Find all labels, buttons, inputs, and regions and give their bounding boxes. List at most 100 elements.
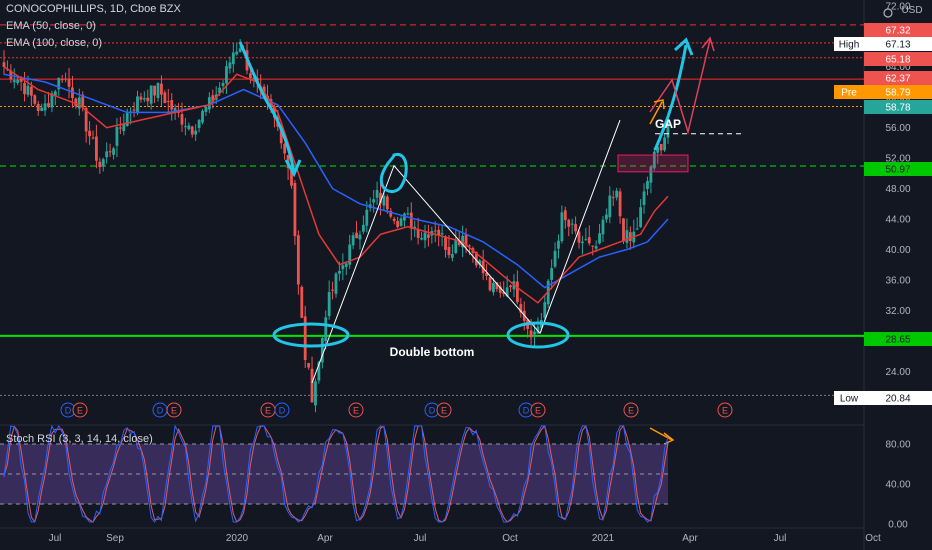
candle-body[interactable] [57, 77, 61, 90]
candle-body[interactable] [351, 235, 355, 246]
candle-body[interactable] [293, 183, 297, 237]
candle-body[interactable] [365, 209, 369, 226]
candle-body[interactable] [290, 167, 293, 186]
candle-body[interactable] [331, 289, 334, 291]
price-tag[interactable]: 58.79 Pre [834, 85, 932, 99]
candle-body[interactable] [36, 103, 40, 111]
candle-body[interactable] [495, 282, 499, 290]
candle-body[interactable] [447, 246, 451, 256]
candle-body[interactable] [409, 212, 413, 229]
candle-body[interactable] [139, 96, 143, 100]
candle-body[interactable] [663, 137, 666, 151]
earnings-event-icon[interactable]: E [436, 402, 452, 418]
candle-body[interactable] [115, 127, 119, 146]
candle-body[interactable] [88, 130, 91, 137]
candle-body[interactable] [601, 219, 605, 235]
candle-body[interactable] [204, 106, 208, 112]
candle-body[interactable] [235, 51, 239, 55]
stoch-k-line[interactable] [3, 424, 669, 523]
legend-ema100[interactable]: EMA (100, close, 0) [6, 37, 102, 49]
candle-body[interactable] [47, 103, 50, 107]
candle-body[interactable] [454, 239, 458, 254]
candle-body[interactable] [423, 232, 427, 241]
candle-body[interactable] [577, 231, 581, 243]
candle-body[interactable] [437, 229, 441, 236]
candle-body[interactable] [33, 95, 37, 104]
candle-body[interactable] [91, 137, 95, 139]
candle-body[interactable] [238, 48, 242, 52]
candle-body[interactable] [338, 270, 341, 274]
price-tag[interactable]: 67.13 High [834, 37, 932, 51]
candle-body[interactable] [639, 207, 643, 228]
candle-body[interactable] [40, 107, 44, 111]
candle-body[interactable] [84, 108, 88, 132]
candle-body[interactable] [269, 99, 273, 109]
candle-body[interactable] [379, 192, 382, 204]
candle-body[interactable] [341, 265, 345, 270]
orange-up-arrow[interactable] [649, 101, 663, 125]
double-bottom-trendlines[interactable] [311, 119, 621, 383]
candle-body[interactable] [211, 95, 215, 103]
candle-body[interactable] [136, 96, 139, 114]
candle-body[interactable] [478, 260, 482, 265]
candle-body[interactable] [95, 136, 98, 161]
candle-body[interactable] [444, 236, 447, 250]
candle-body[interactable] [53, 91, 57, 97]
candle-body[interactable] [389, 210, 393, 217]
candle-body[interactable] [355, 232, 358, 239]
downtrend-arrow[interactable] [238, 41, 296, 173]
candle-body[interactable] [184, 126, 187, 128]
candle-body[interactable] [29, 86, 33, 96]
candle-body[interactable] [225, 66, 228, 84]
candle-body[interactable] [581, 241, 584, 244]
candle-body[interactable] [303, 316, 307, 361]
orange-down-arrow[interactable] [649, 427, 673, 441]
candle-body[interactable] [474, 251, 478, 266]
candle-body[interactable] [50, 93, 54, 108]
candle-body[interactable] [146, 97, 150, 102]
candle-body[interactable] [307, 363, 311, 368]
candle-body[interactable] [163, 92, 167, 104]
candle-body[interactable] [420, 237, 423, 240]
candle-body[interactable] [502, 291, 506, 295]
earnings-event-icon[interactable]: E [348, 402, 364, 418]
candle-body[interactable] [598, 233, 601, 244]
candle-body[interactable] [403, 213, 406, 221]
candle-body[interactable] [221, 82, 225, 87]
price-tag[interactable]: 62.37 [864, 71, 932, 85]
gap-zone-box[interactable] [617, 154, 689, 173]
candle-body[interactable] [618, 191, 622, 217]
candle-body[interactable] [218, 87, 222, 93]
candle-body[interactable] [385, 196, 389, 210]
candle-body[interactable] [118, 127, 122, 129]
price-tag[interactable]: 28.65 [864, 332, 932, 346]
candle-body[interactable] [249, 73, 252, 79]
candle-body[interactable] [190, 126, 194, 135]
candle-body[interactable] [170, 100, 174, 110]
candle-body[interactable] [615, 190, 619, 198]
candle-body[interactable] [457, 241, 461, 246]
projection-arrow[interactable] [649, 39, 711, 135]
candle-body[interactable] [108, 151, 112, 153]
candle-body[interactable] [201, 110, 204, 123]
candle-body[interactable] [228, 62, 232, 69]
candle-body[interactable] [533, 331, 536, 335]
candle-body[interactable] [375, 190, 379, 198]
candle-body[interactable] [529, 330, 533, 338]
candle-body[interactable] [12, 80, 16, 83]
candle-body[interactable] [173, 108, 177, 113]
earnings-event-icon[interactable]: E [260, 402, 276, 418]
candle-body[interactable] [652, 151, 656, 169]
candle-body[interactable] [656, 146, 660, 153]
currency-label[interactable]: USD [901, 5, 922, 16]
candle-body[interactable] [279, 125, 283, 144]
candle-body[interactable] [187, 125, 191, 130]
candle-body[interactable] [160, 83, 163, 95]
candle-body[interactable] [464, 234, 468, 247]
candle-body[interactable] [122, 124, 126, 132]
candle-body[interactable] [125, 111, 129, 127]
candle-body[interactable] [492, 282, 495, 293]
earnings-event-icon[interactable]: E [72, 402, 88, 418]
candle-body[interactable] [608, 195, 612, 218]
